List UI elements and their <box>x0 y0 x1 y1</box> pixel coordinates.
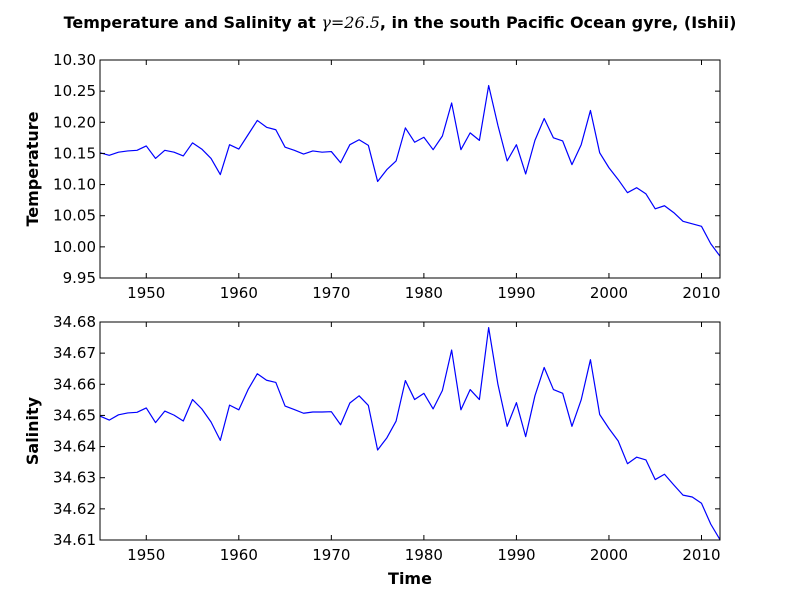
temperature-y-tick-label: 10.20 <box>53 113 96 131</box>
temperature-y-tick-label: 10.25 <box>53 82 96 100</box>
temperature-x-tick-label: 1950 <box>127 284 165 302</box>
salinity-y-tick-label: 34.66 <box>53 375 96 393</box>
salinity-y-tick-label: 34.62 <box>53 500 96 518</box>
chart-title: Temperature and Salinity at γ=26.5, in t… <box>64 13 737 32</box>
title-suffix: , in the south Pacific Ocean gyre, (Ishi… <box>380 13 736 32</box>
salinity-x-tick-label: 1990 <box>497 546 535 564</box>
salinity-x-tick-label: 2010 <box>682 546 720 564</box>
salinity-panel: 1950 1960 1970 1980 1990 2000 2010 34.61 34.62 34… <box>23 313 721 564</box>
temperature-x-tick-label: 1960 <box>220 284 258 302</box>
temperature-x-tick-label: 2000 <box>590 284 628 302</box>
salinity-y-tick-label: 34.63 <box>53 469 96 487</box>
salinity-x-tick-label: 1950 <box>127 546 165 564</box>
temperature-x-tick-label: 2010 <box>682 284 720 302</box>
temperature-y-tick-label: 9.95 <box>63 269 96 287</box>
temperature-series-line <box>100 84 720 257</box>
salinity-y-axis-label: Salinity <box>23 396 42 465</box>
temperature-y-tick-label: 10.15 <box>53 144 96 162</box>
temperature-y-axis-label: Temperature <box>23 111 42 226</box>
temperature-axes-frame <box>99 59 721 279</box>
salinity-axes-frame <box>99 321 721 541</box>
temperature-y-tick-label: 10.30 <box>53 51 96 69</box>
temperature-x-tick-label: 1990 <box>497 284 535 302</box>
temperature-y-tick-label: 10.10 <box>53 176 96 194</box>
salinity-x-tick-label: 2000 <box>590 546 628 564</box>
salinity-y-tick-label: 34.61 <box>53 531 96 549</box>
temperature-x-tick-label: 1980 <box>405 284 443 302</box>
title-gamma: γ=26.5 <box>321 13 380 32</box>
salinity-y-tick-label: 34.68 <box>53 313 96 331</box>
temperature-x-tick-label: 1970 <box>312 284 350 302</box>
temperature-panel: 1950 1960 1970 1980 1990 2000 2010 9.95 10.00 10.… <box>23 51 721 302</box>
salinity-x-tick-label: 1960 <box>220 546 258 564</box>
salinity-y-tick-label: 34.64 <box>53 438 96 456</box>
x-axis-label: Time <box>388 569 432 588</box>
salinity-series-line <box>100 327 720 540</box>
salinity-x-tick-label: 1970 <box>312 546 350 564</box>
temperature-y-tick-label: 10.05 <box>53 207 96 225</box>
salinity-y-tick-label: 34.65 <box>53 406 96 424</box>
salinity-x-tick-label: 1980 <box>405 546 443 564</box>
title-prefix: Temperature and Salinity at <box>64 13 322 32</box>
salinity-y-tick-label: 34.67 <box>53 344 96 362</box>
temperature-y-tick-label: 10.00 <box>53 238 96 256</box>
